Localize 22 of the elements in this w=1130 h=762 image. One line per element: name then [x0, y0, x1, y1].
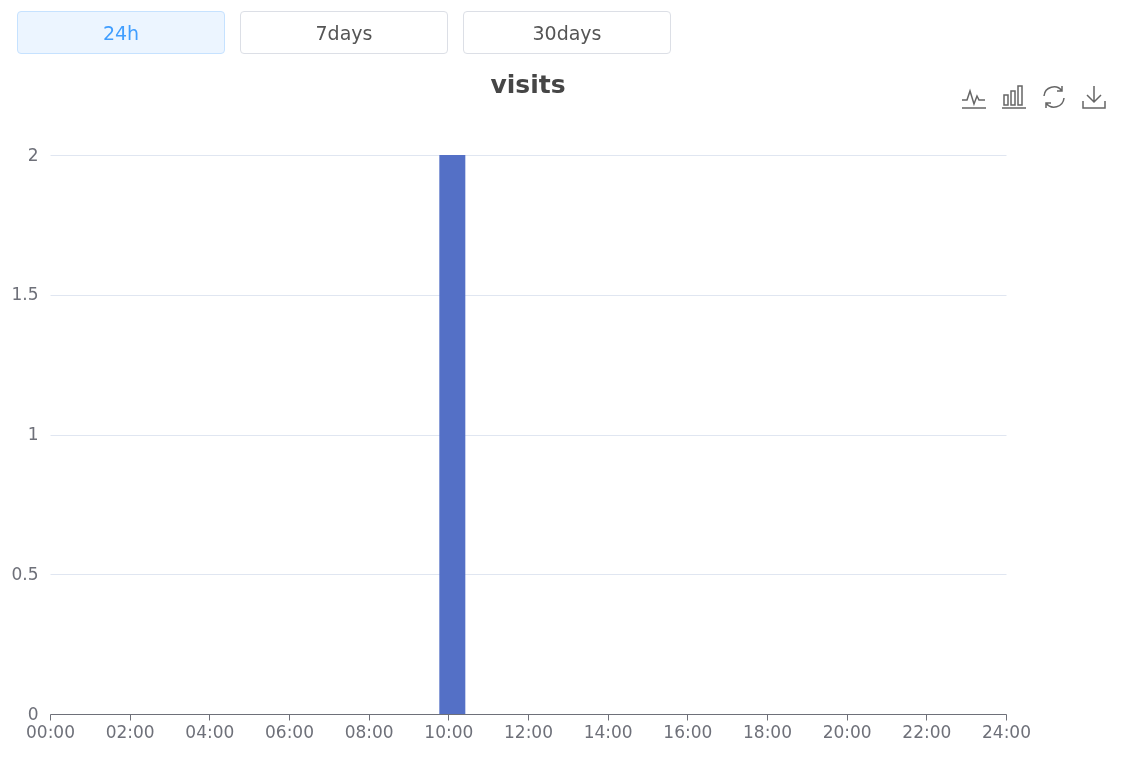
x-tick-label: 24:00: [982, 721, 1031, 742]
x-tick-label: 10:00: [424, 721, 474, 742]
text: 7days: [240, 11, 448, 54]
x-tick-label: 18:00: [743, 721, 792, 742]
x-tick-label: 12:00: [504, 721, 553, 742]
y-tick-label: 2: [27, 144, 39, 165]
x-tick-label: 04:00: [185, 721, 235, 742]
x-tick-label: 14:00: [583, 721, 633, 742]
y-tick-label: 0: [27, 703, 39, 724]
text: 24h: [17, 11, 225, 54]
x-tick-label: 00:00: [26, 721, 75, 742]
y-tick-label: 0.5: [11, 563, 39, 584]
y-tick-label: 1.5: [11, 284, 39, 305]
x-tick-label: 16:00: [663, 721, 713, 742]
x-tick-label: 02:00: [105, 721, 155, 742]
x-tick-label: 22:00: [902, 721, 952, 742]
x-tick-label: 06:00: [265, 721, 314, 742]
y-tick-label: 1: [27, 424, 39, 444]
text: 30days: [463, 11, 671, 54]
x-tick-label: 20:00: [822, 721, 872, 742]
x-tick-label: 08:00: [344, 721, 394, 742]
chart-title: visits: [490, 70, 566, 99]
